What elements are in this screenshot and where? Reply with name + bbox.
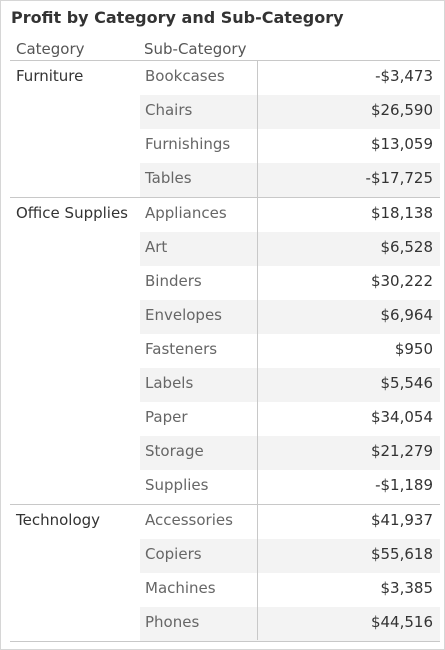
sub-category-label: Accessories	[145, 511, 233, 529]
profit-value: $34,054	[370, 408, 433, 426]
category-group: Office Supplies Appliances $18,138 Art $6,52…	[10, 198, 440, 505]
profit-value: $5,546	[380, 374, 434, 392]
table-row[interactable]: Copiers $55,618	[140, 539, 440, 573]
profit-value: $26,590	[370, 101, 433, 119]
table-row[interactable]: Chairs $26,590	[140, 95, 440, 129]
profit-value: $30,222	[370, 272, 433, 290]
chart-title: Profit by Category and Sub-Category	[11, 8, 344, 27]
table-row[interactable]: Envelopes $6,964	[140, 300, 440, 334]
category-label[interactable]: Technology	[16, 511, 101, 529]
profit-table: Furniture Bookcases -$3,473 Chairs $26,590 Fu…	[10, 60, 440, 642]
table-row[interactable]: Phones $44,516	[140, 607, 440, 641]
table-row[interactable]: Art $6,528	[140, 232, 440, 266]
profit-value: $18,138	[370, 204, 433, 222]
table-row[interactable]: Appliances $18,138	[140, 198, 440, 232]
sub-category-label: Fasteners	[145, 340, 218, 358]
sub-category-label: Tables	[145, 169, 192, 187]
profit-value: $3,385	[380, 579, 434, 597]
table-row[interactable]: Fasteners $950	[140, 334, 440, 368]
sub-category-label: Chairs	[145, 101, 193, 119]
sub-category-label: Binders	[145, 272, 202, 290]
category-group: Technology Accessories $41,937 Copiers $55,6…	[10, 505, 440, 642]
sub-category-rows: Appliances $18,138 Art $6,528 Binders $30,222…	[139, 198, 440, 504]
sub-category-label: Envelopes	[145, 306, 222, 324]
table-row[interactable]: Binders $30,222	[140, 266, 440, 300]
profit-value: $44,516	[370, 613, 433, 631]
table-row[interactable]: Tables -$17,725	[140, 163, 440, 197]
category-label[interactable]: Furniture	[16, 67, 84, 85]
sub-category-label: Copiers	[145, 545, 202, 563]
profit-value: $41,937	[370, 511, 433, 529]
sub-category-label: Art	[145, 238, 168, 256]
profit-value: -$17,725	[365, 169, 433, 187]
category-group: Furniture Bookcases -$3,473 Chairs $26,590 Fu…	[10, 61, 440, 198]
sub-category-label: Paper	[145, 408, 188, 426]
sub-category-rows: Accessories $41,937 Copiers $55,618 Machines…	[139, 505, 440, 641]
category-label[interactable]: Office Supplies	[16, 204, 129, 222]
category-column-header[interactable]: Category	[16, 40, 85, 58]
profit-value: $6,964	[380, 306, 434, 324]
profit-value: $21,279	[370, 442, 433, 460]
sub-category-label: Storage	[145, 442, 204, 460]
sub-category-rows: Bookcases -$3,473 Chairs $26,590 Furnishings…	[139, 61, 440, 197]
table-row[interactable]: Bookcases -$3,473	[140, 61, 440, 95]
table-row[interactable]: Labels $5,546	[140, 368, 440, 402]
profit-value: -$3,473	[375, 67, 433, 85]
table-row[interactable]: Storage $21,279	[140, 436, 440, 470]
profit-value: $13,059	[370, 135, 433, 153]
profit-value: $6,528	[380, 238, 434, 256]
table-row[interactable]: Furnishings $13,059	[140, 129, 440, 163]
sub-category-label: Labels	[145, 374, 194, 392]
sub-category-label: Bookcases	[145, 67, 225, 85]
value-column-divider	[257, 60, 258, 640]
profit-value: -$1,189	[375, 476, 433, 494]
sub-category-label: Machines	[145, 579, 216, 597]
profit-value: $55,618	[370, 545, 433, 563]
table-row[interactable]: Paper $34,054	[140, 402, 440, 436]
sub-category-column-header[interactable]: Sub-Category	[144, 40, 247, 58]
table-row[interactable]: Machines $3,385	[140, 573, 440, 607]
table-row[interactable]: Accessories $41,937	[140, 505, 440, 539]
table-row[interactable]: Supplies -$1,189	[140, 470, 440, 504]
profit-value: $950	[394, 340, 433, 358]
sub-category-label: Supplies	[145, 476, 209, 494]
sub-category-label: Furnishings	[145, 135, 231, 153]
sub-category-label: Appliances	[145, 204, 227, 222]
sub-category-label: Phones	[145, 613, 200, 631]
